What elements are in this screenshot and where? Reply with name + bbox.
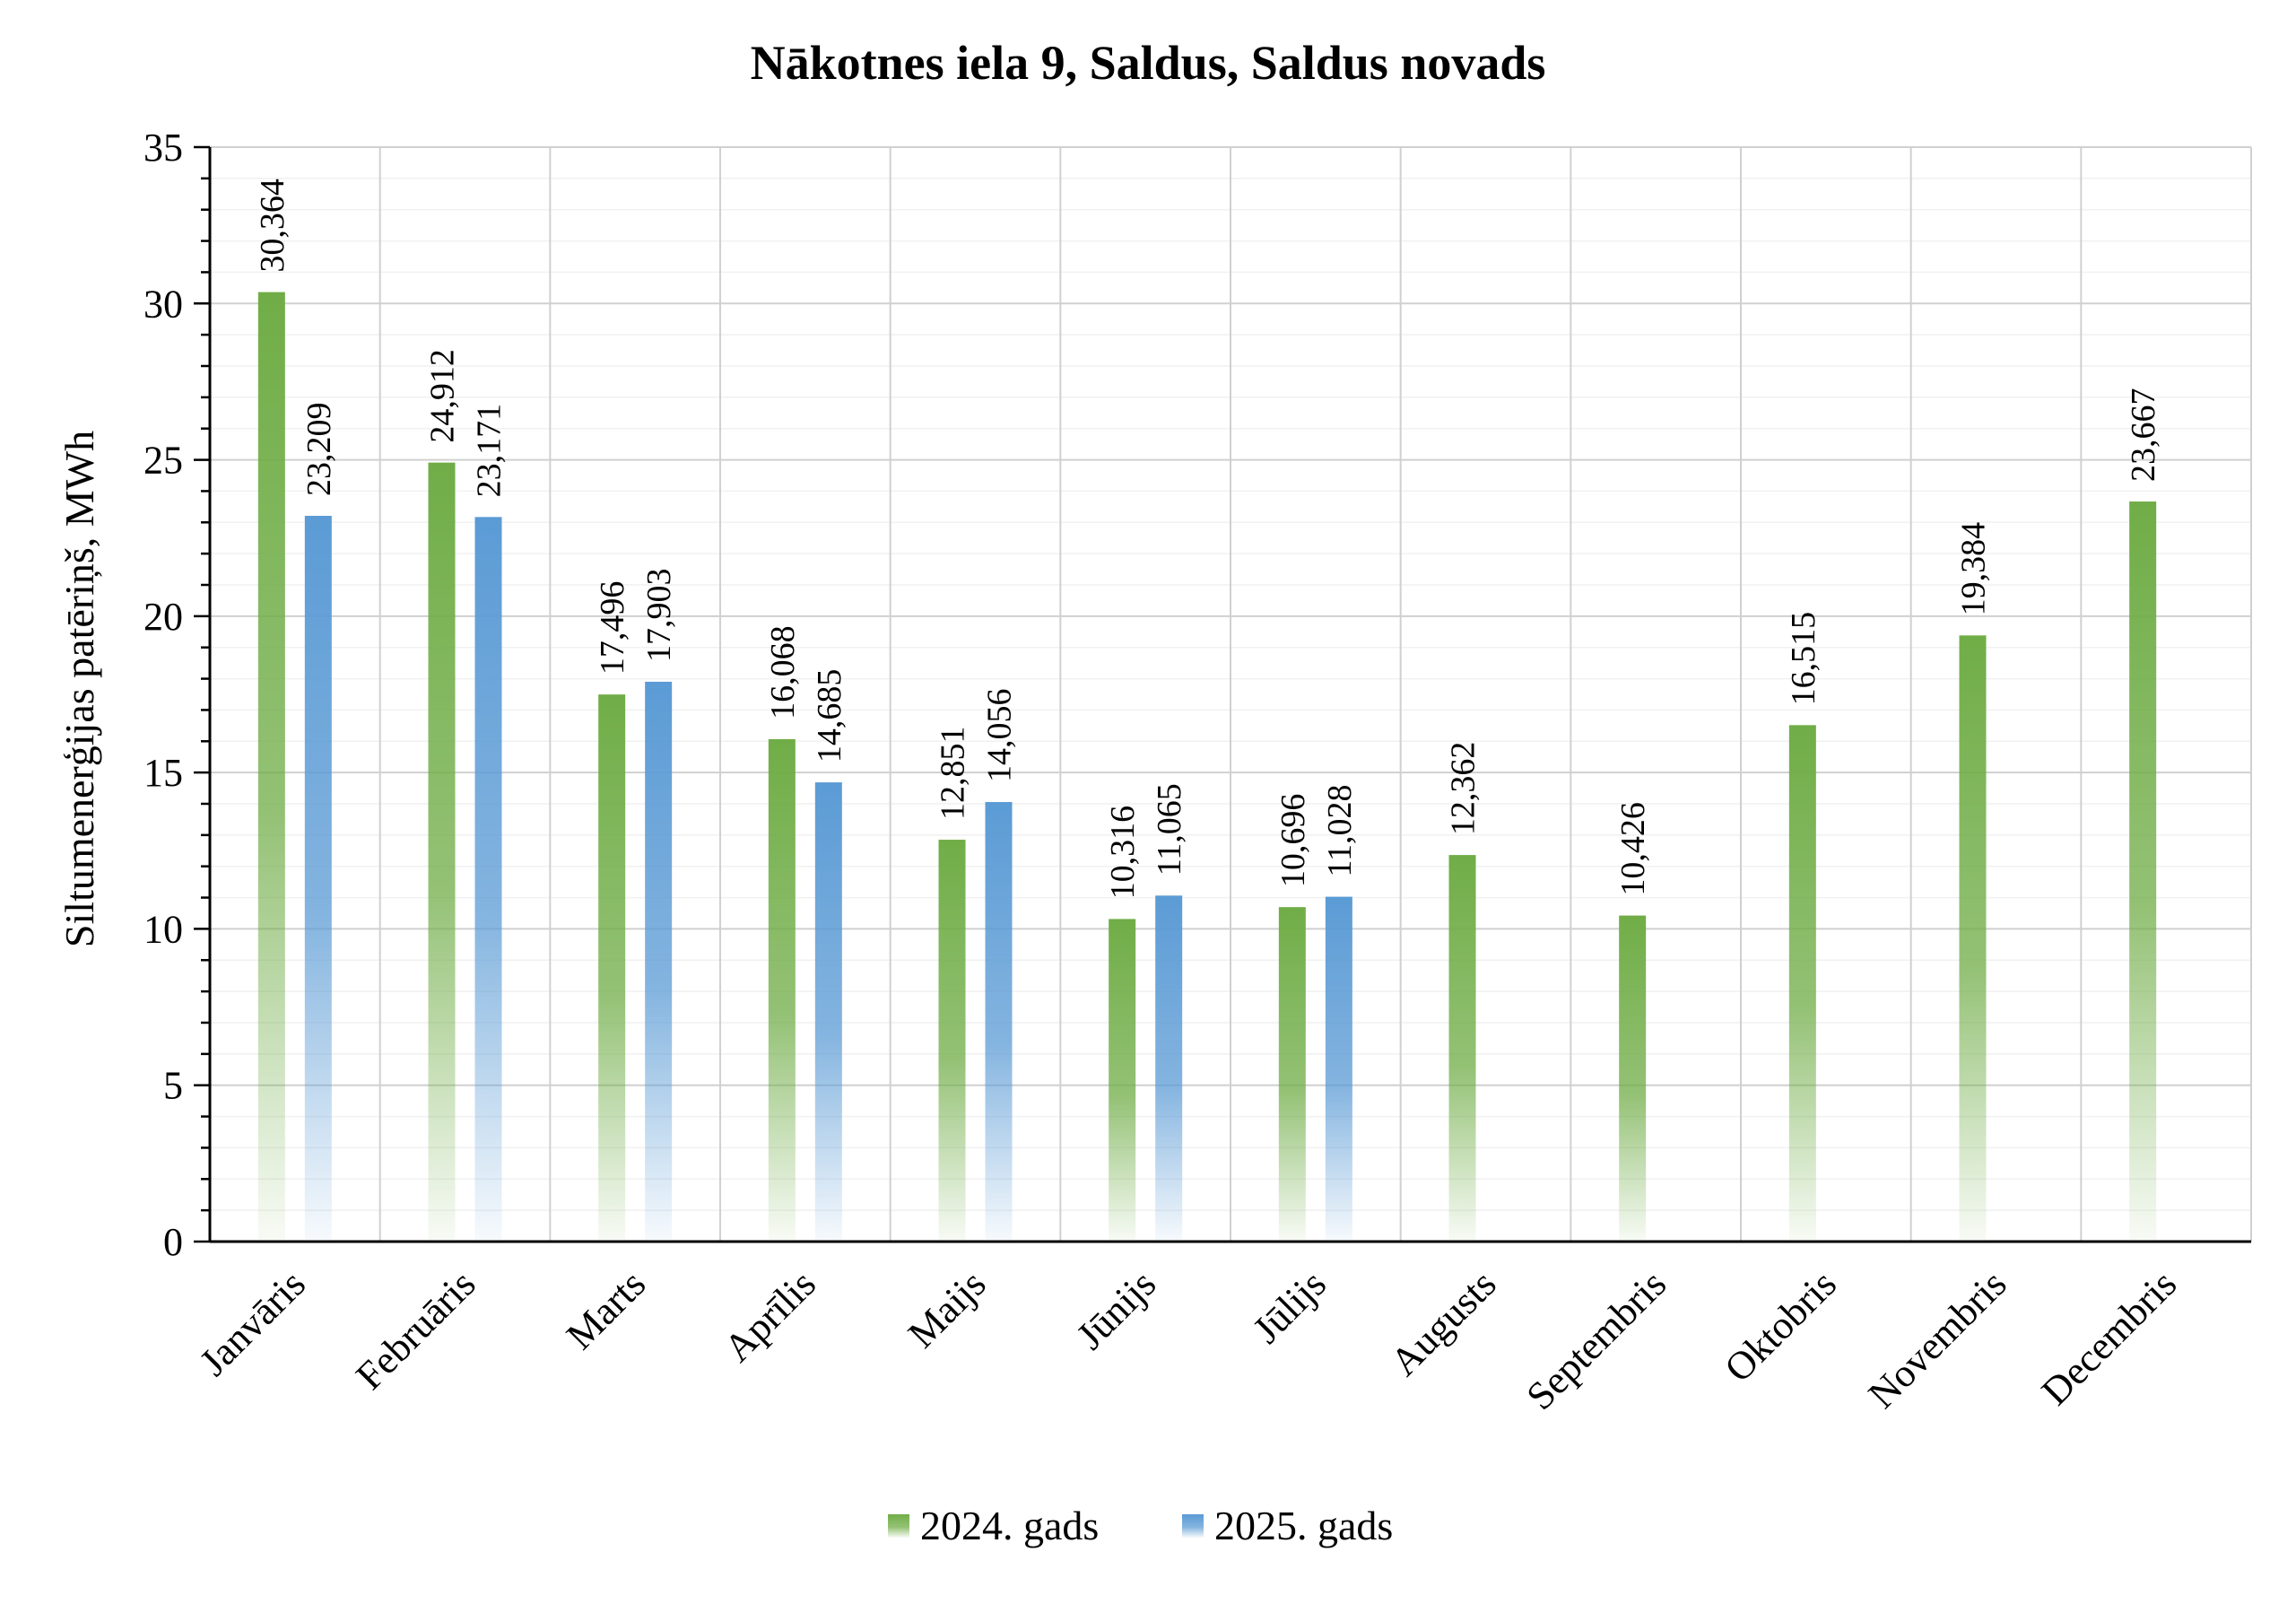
data-label: 23,171 — [471, 404, 509, 498]
bar-2024 — [1619, 915, 1647, 1242]
x-category-label: Septembris — [1518, 1261, 1675, 1418]
bar-2024 — [1959, 635, 1987, 1242]
legend-swatch — [888, 1514, 909, 1538]
bar-2025 — [1155, 895, 1183, 1242]
data-labels: 30,364 24,912 17,496 16,068 12,851 10,316 10,6… — [254, 179, 2162, 899]
x-category-label: Oktobris — [1716, 1261, 1845, 1390]
legend: 2024. gads 2025. gads — [888, 1503, 1393, 1548]
bar-2024 — [1278, 907, 1306, 1242]
x-category-label: Maijs — [900, 1261, 995, 1356]
x-category-label: Marts — [558, 1261, 654, 1357]
bar-2024 — [428, 462, 456, 1242]
data-label: 17,903 — [640, 568, 678, 662]
data-label: 23,667 — [2125, 388, 2162, 483]
data-label: 12,362 — [1445, 742, 1483, 836]
data-label: 24,912 — [424, 349, 462, 443]
bar-2024 — [1788, 725, 1816, 1242]
y-tick-label: 10 — [144, 907, 183, 951]
data-label: 14,685 — [811, 669, 848, 763]
x-category-label: Jūnijs — [1068, 1261, 1164, 1357]
axes — [208, 147, 2251, 1243]
bar-2024 — [2129, 501, 2157, 1242]
bar-2025 — [814, 782, 842, 1242]
bar-2025 — [304, 516, 332, 1242]
y-tick-label: 5 — [163, 1064, 183, 1108]
data-label: 10,426 — [1614, 802, 1652, 896]
x-category-label: Jūlijs — [1245, 1261, 1335, 1351]
bar-2024 — [938, 840, 966, 1242]
x-category-label: Novembris — [1860, 1261, 2015, 1417]
gridlines — [210, 146, 2252, 1242]
bar-2025 — [474, 517, 502, 1242]
y-tick-label: 0 — [163, 1220, 183, 1264]
bar-2025 — [985, 802, 1013, 1242]
bar-2024 — [1109, 919, 1136, 1242]
bars — [257, 292, 2157, 1242]
y-tick-label: 30 — [144, 282, 183, 326]
legend-label: 2025. gads — [1214, 1503, 1393, 1548]
x-category-label: Aprīlis — [716, 1261, 824, 1370]
data-label: 19,384 — [1955, 522, 1993, 616]
bar-2024 — [598, 694, 626, 1242]
data-label: 11,065 — [1151, 783, 1188, 876]
x-category-label: Augusts — [1382, 1261, 1505, 1384]
x-category-label: Februāris — [347, 1261, 483, 1398]
data-label: 23,209 — [300, 403, 338, 497]
data-label: 10,696 — [1274, 794, 1312, 888]
y-tick-label: 25 — [144, 439, 183, 483]
data-label: 30,364 — [254, 179, 291, 273]
bar-2025 — [645, 681, 673, 1242]
data-label: 10,316 — [1104, 806, 1142, 900]
data-label: 17,496 — [594, 581, 631, 676]
x-category-label: Decembris — [2033, 1261, 2185, 1413]
data-label: 12,851 — [935, 727, 972, 821]
y-tick-label: 35 — [144, 126, 183, 170]
data-label: 11,028 — [1321, 785, 1359, 877]
data-label: 14,056 — [981, 689, 1019, 783]
legend-label: 2024. gads — [920, 1503, 1099, 1548]
bar-2025 — [1325, 896, 1352, 1242]
bar-2024 — [768, 738, 796, 1242]
x-category-label: Janvāris — [191, 1261, 314, 1384]
data-label: 16,068 — [764, 625, 802, 719]
y-tick-label: 15 — [144, 751, 183, 795]
legend-swatch — [1182, 1514, 1204, 1538]
bar-2024 — [257, 292, 285, 1242]
chart-title: Nākotnes iela 9, Saldus, Saldus novads — [751, 36, 1546, 90]
data-label: 16,515 — [1785, 612, 1822, 706]
y-axis-label: Siltumenerģijas patēriņš, MWh — [57, 431, 102, 947]
bar-2024 — [1448, 855, 1476, 1242]
y-tick-label: 20 — [144, 595, 183, 639]
